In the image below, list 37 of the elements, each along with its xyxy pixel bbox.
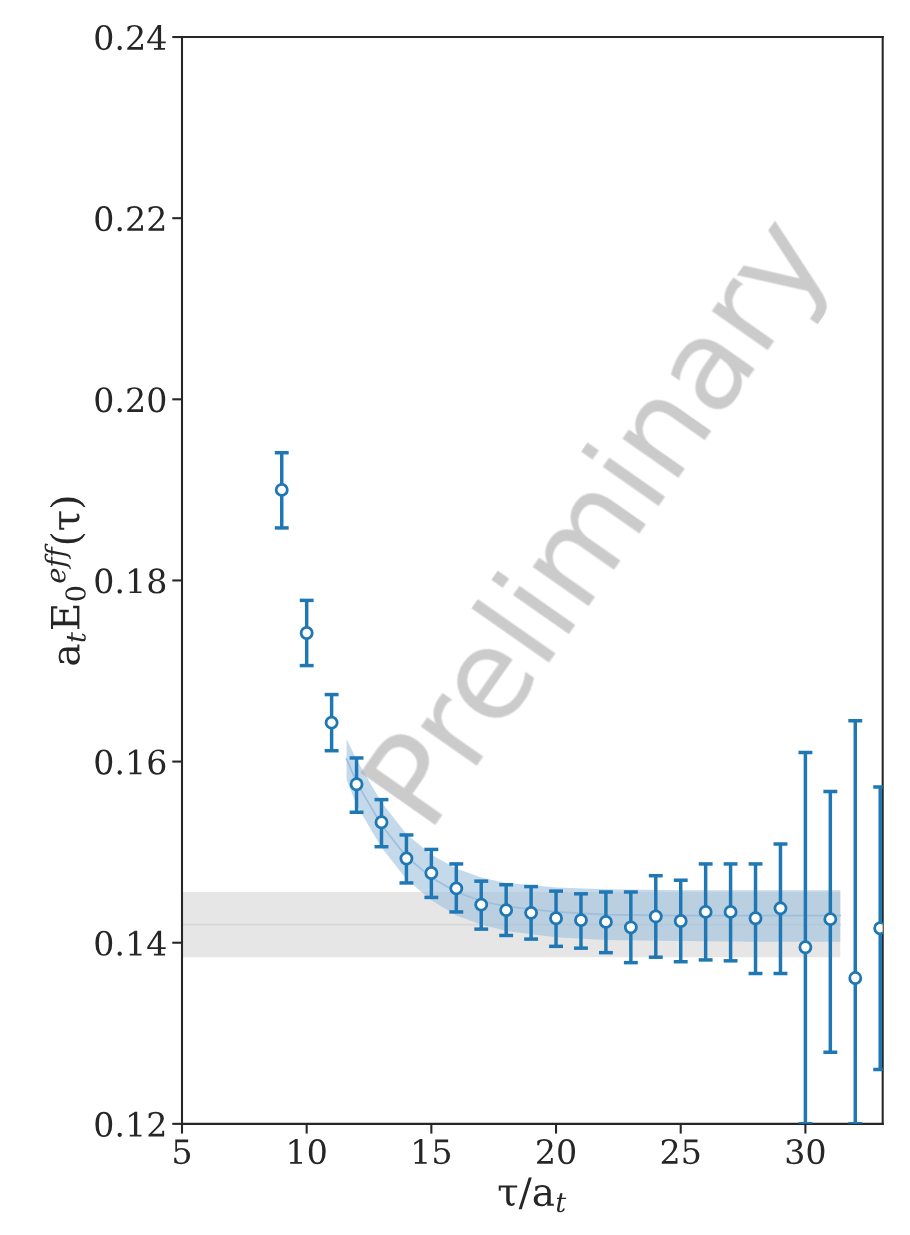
point xyxy=(798,940,813,955)
x-tick-label: 5 xyxy=(174,1139,191,1165)
point xyxy=(848,971,863,985)
point xyxy=(623,920,638,935)
x-tick-label: 15 xyxy=(414,1139,450,1165)
y-axis-title: a$_{t}$E$_{0}$$^{eff}$(τ) xyxy=(44,497,86,665)
point xyxy=(698,904,713,919)
y-tick-label: 0.12 xyxy=(95,1111,165,1137)
point xyxy=(524,905,539,920)
point xyxy=(773,901,788,916)
y-tick-label: 0.22 xyxy=(95,206,165,232)
point xyxy=(449,881,464,896)
point xyxy=(424,866,439,880)
point xyxy=(399,851,414,866)
y-tick-label: 0.20 xyxy=(95,387,166,413)
point xyxy=(648,909,663,924)
point xyxy=(474,897,489,912)
y-tick-label: 0.24 xyxy=(95,24,166,51)
y-tick-label: 0.16 xyxy=(95,749,166,775)
y-tick-label: 0.18 xyxy=(95,568,166,594)
x-tick-label: 20 xyxy=(537,1139,576,1165)
point xyxy=(723,904,738,919)
point xyxy=(574,913,588,928)
point xyxy=(598,914,613,929)
y-tick-label: 0.14 xyxy=(95,930,166,956)
x-axis-title: τ/a$_{t}$ xyxy=(498,1177,567,1213)
point xyxy=(274,482,289,497)
x-tick-label: 30 xyxy=(786,1139,825,1165)
point xyxy=(299,626,314,640)
point xyxy=(673,914,688,928)
point xyxy=(499,903,514,918)
point xyxy=(823,912,838,927)
x-tick-label: 25 xyxy=(661,1139,700,1165)
point xyxy=(324,715,339,730)
x-tick-label: 10 xyxy=(289,1139,326,1165)
point xyxy=(748,911,763,926)
point xyxy=(549,911,563,926)
